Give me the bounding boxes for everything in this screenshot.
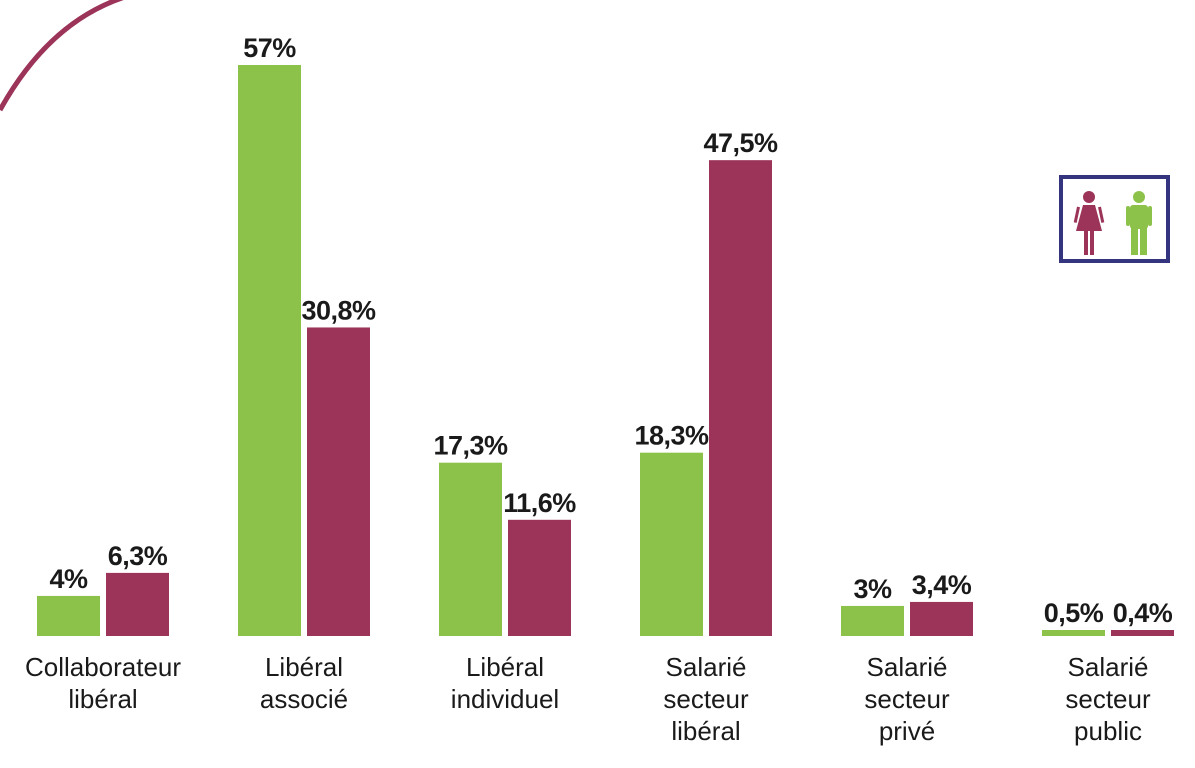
bar-0-series-1 xyxy=(106,572,169,636)
bar-3-series-1 xyxy=(709,160,772,636)
bar-5-series-0 xyxy=(1042,630,1105,636)
bar-5-series-1 xyxy=(1111,630,1174,636)
bars xyxy=(37,65,1174,636)
category-label-0-line-0: Collaborateur xyxy=(25,652,181,682)
category-label-3-line-0: Salarié xyxy=(666,652,747,682)
value-label-4-series-1: 3,4% xyxy=(912,570,972,600)
bar-0-series-0 xyxy=(37,595,100,636)
bar-1-series-0 xyxy=(238,65,301,636)
decorative-arc xyxy=(0,0,125,112)
value-label-0-series-1: 6,3% xyxy=(108,541,168,571)
category-label-3-line-1: secteur xyxy=(663,684,749,714)
value-label-5-series-0: 0,5% xyxy=(1044,598,1104,628)
bar-4-series-0 xyxy=(841,605,904,636)
category-label-1-line-1: associé xyxy=(260,684,348,714)
bar-2-series-1 xyxy=(508,519,571,636)
category-label-3-line-2: libéral xyxy=(671,716,740,746)
bar-3-series-0 xyxy=(640,452,703,636)
legend xyxy=(1059,175,1170,263)
category-label-0-line-1: libéral xyxy=(68,684,137,714)
man-icon xyxy=(1126,191,1152,255)
category-label-4-line-2: privé xyxy=(879,716,935,746)
category-label-2-line-1: individuel xyxy=(451,684,559,714)
category-label-5-line-0: Salarié xyxy=(1068,652,1149,682)
bar-4-series-1 xyxy=(910,601,973,636)
category-label-2-line-0: Libéral xyxy=(466,652,544,682)
category-label-5-line-1: secteur xyxy=(1065,684,1151,714)
category-label-4-line-1: secteur xyxy=(864,684,950,714)
value-label-3-series-0: 18,3% xyxy=(634,421,709,451)
value-label-2-series-1: 11,6% xyxy=(503,488,576,518)
woman-icon xyxy=(1073,191,1105,255)
category-label-1-line-0: Libéral xyxy=(265,652,343,682)
bar-2-series-0 xyxy=(439,462,502,636)
value-label-3-series-1: 47,5% xyxy=(703,128,778,158)
value-label-1-series-1: 30,8% xyxy=(301,295,376,325)
category-label-4-line-0: Salarié xyxy=(867,652,948,682)
bar-1-series-1 xyxy=(307,327,370,636)
value-labels: 4% 6,3% 57% 30,8% 17,3% 11,6% 18,3% 47,5% 3% 3,4%… xyxy=(49,33,1173,628)
value-label-0-series-0: 4% xyxy=(49,564,88,594)
value-label-1-series-0: 57% xyxy=(243,33,296,63)
category-labels: CollaborateurlibéralLibéralassociéLibéra… xyxy=(25,652,1151,746)
category-label-5-line-2: public xyxy=(1074,716,1142,746)
value-label-4-series-0: 3% xyxy=(853,574,892,604)
value-label-5-series-1: 0,4% xyxy=(1113,598,1173,628)
value-label-2-series-0: 17,3% xyxy=(433,431,508,461)
